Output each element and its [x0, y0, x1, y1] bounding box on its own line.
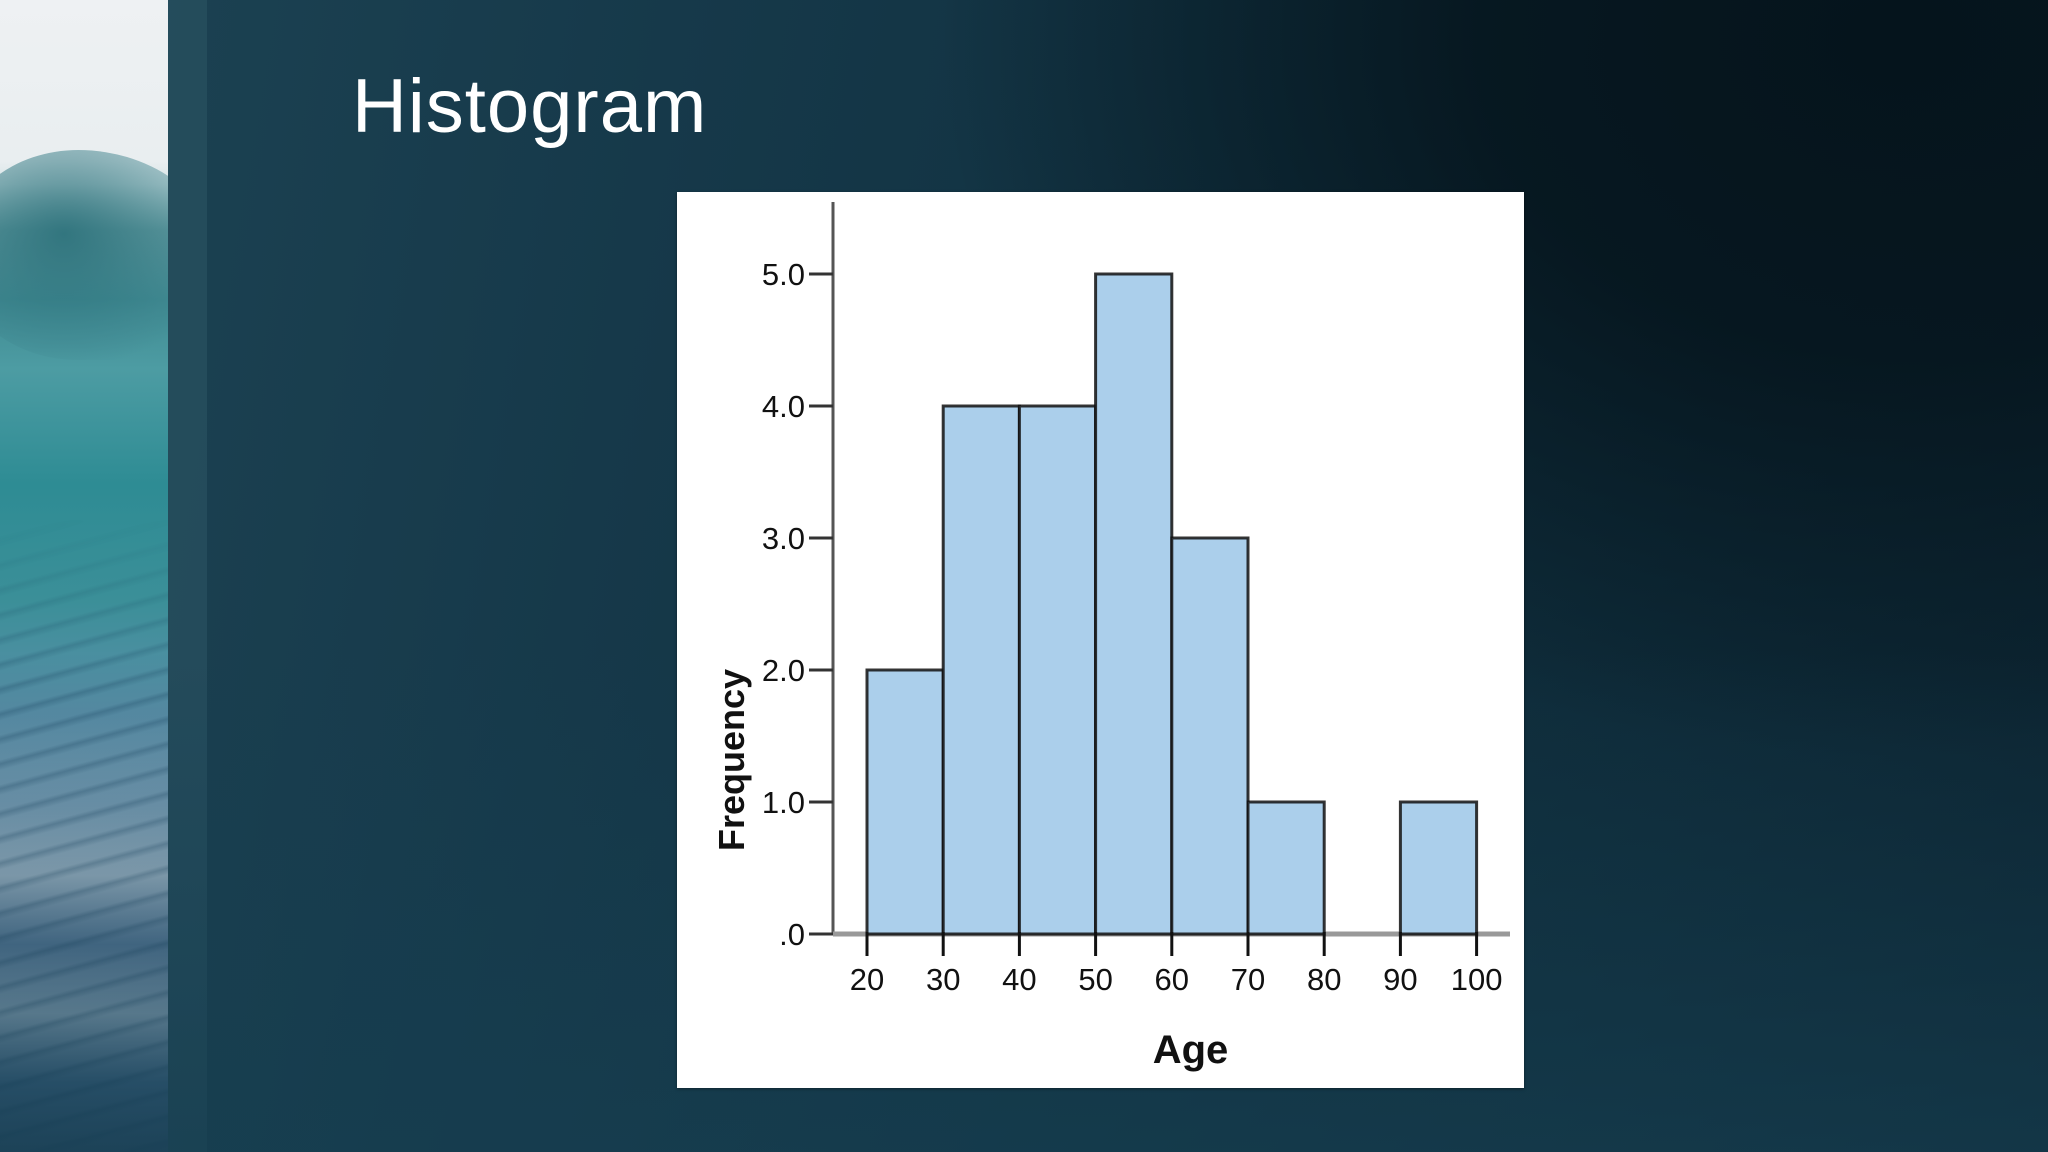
histogram-chart: .0 1.0 2.0 3.0 4.0 5.0 20 30 40 50 60 70 80 90 100 Fre… — [677, 192, 1524, 1088]
histogram-bar — [1094, 272, 1174, 936]
wave-background-image — [0, 0, 168, 1152]
x-tick-label: 70 — [1231, 962, 1265, 997]
x-axis-label: Age — [1152, 1028, 1229, 1072]
x-tick-label: 100 — [1451, 962, 1503, 997]
x-tick-label: 30 — [926, 962, 960, 997]
y-axis-label: Frequency — [711, 668, 752, 852]
chart-plot-area: .0 1.0 2.0 3.0 4.0 5.0 20 30 40 50 60 70 80 90 100 — [762, 202, 1510, 997]
y-tick-label: 5.0 — [762, 257, 805, 292]
y-tick-label: 2.0 — [762, 653, 805, 688]
histogram-bar — [1017, 404, 1098, 936]
decorative-strip — [168, 0, 207, 1152]
x-tick-label: 90 — [1383, 962, 1417, 997]
x-tick-label: 50 — [1078, 962, 1112, 997]
histogram-bar — [1398, 800, 1479, 936]
x-tick-label: 20 — [850, 962, 884, 997]
slide-title: Histogram — [352, 64, 708, 149]
x-tick-label: 40 — [1002, 962, 1036, 997]
y-tick-label: .0 — [779, 917, 805, 952]
y-tick-label: 1.0 — [762, 785, 805, 820]
y-tick-label: 4.0 — [762, 389, 805, 424]
histogram-bar — [1170, 536, 1250, 936]
histogram-bar — [941, 404, 1021, 936]
y-tick-label: 3.0 — [762, 521, 805, 556]
x-tick-label: 80 — [1307, 962, 1341, 997]
x-tick-label: 60 — [1155, 962, 1189, 997]
histogram-bar — [1246, 800, 1326, 936]
histogram-bar — [865, 668, 945, 936]
